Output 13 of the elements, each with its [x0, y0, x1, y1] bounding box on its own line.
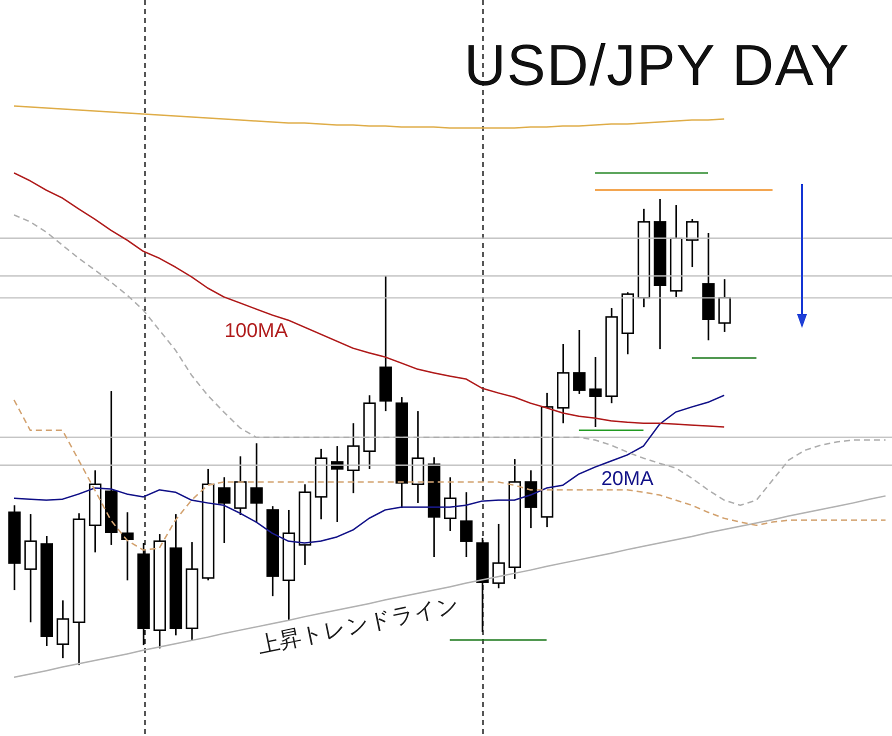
candlestick — [686, 218, 699, 268]
candlestick — [460, 491, 473, 558]
candlestick — [250, 442, 263, 523]
candlestick — [444, 476, 456, 532]
candlestick — [121, 511, 134, 582]
candlestick — [573, 329, 586, 395]
series-label: 20MA — [601, 468, 654, 490]
candlestick — [589, 356, 602, 428]
candlestick — [218, 476, 231, 544]
chart-title: USD/JPY DAY — [464, 33, 850, 98]
series-label: 100MA — [224, 320, 288, 342]
annotation: 上昇トレンドライン — [256, 592, 462, 659]
candlestick — [492, 523, 505, 590]
